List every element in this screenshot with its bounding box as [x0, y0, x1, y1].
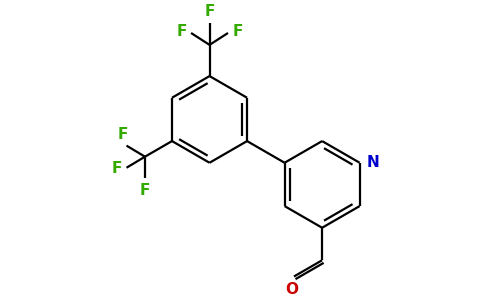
Text: F: F	[118, 127, 128, 142]
Text: F: F	[140, 183, 150, 198]
Text: N: N	[366, 155, 379, 170]
Text: F: F	[112, 161, 122, 176]
Text: F: F	[232, 24, 242, 39]
Text: F: F	[204, 4, 215, 19]
Text: O: O	[285, 282, 298, 297]
Text: F: F	[176, 24, 187, 39]
